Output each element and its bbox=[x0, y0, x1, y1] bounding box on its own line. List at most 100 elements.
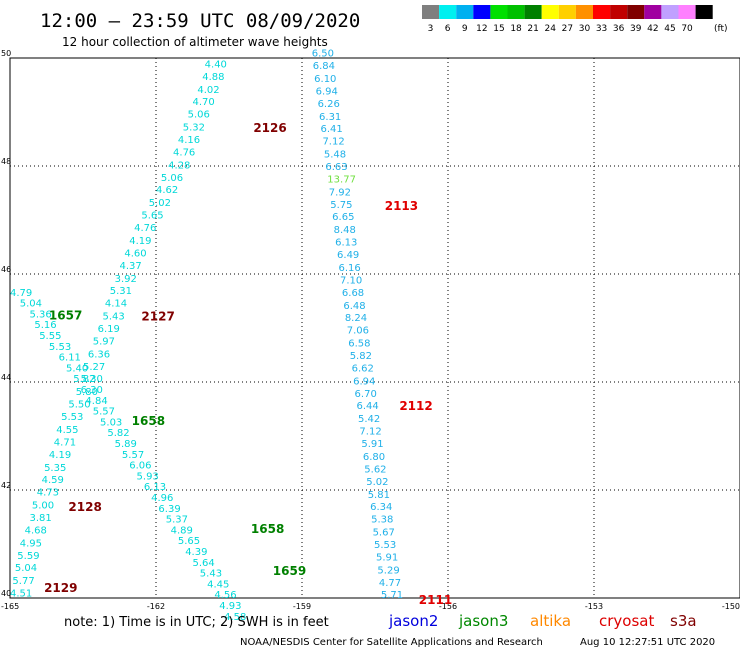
data-point: 5.67 bbox=[373, 528, 395, 539]
data-point: 6.19 bbox=[98, 324, 120, 335]
data-point: 4.68 bbox=[25, 525, 47, 536]
data-point: 4.37 bbox=[120, 261, 142, 272]
data-point: 6.80 bbox=[363, 452, 385, 463]
pass-label: 1657 bbox=[49, 309, 82, 323]
data-point: 5.06 bbox=[188, 110, 210, 121]
data-point: 5.65 bbox=[141, 211, 163, 222]
data-point: 6.34 bbox=[370, 502, 392, 513]
y-tick-label: 48 bbox=[1, 157, 11, 166]
x-tick-label: -165 bbox=[1, 602, 19, 611]
legend-unit: (ft) bbox=[714, 24, 728, 34]
data-point: 5.53 bbox=[49, 342, 71, 353]
data-point: 4.93 bbox=[219, 601, 241, 612]
data-point: 4.73 bbox=[37, 488, 59, 499]
x-tick-labels: -165 -162 -159 -156 -153 -150 bbox=[1, 602, 740, 611]
data-point: 6.41 bbox=[320, 124, 342, 135]
data-point: 5.40 bbox=[66, 363, 88, 374]
data-point: 5.59 bbox=[17, 551, 39, 562]
legend-label: 42 bbox=[647, 24, 658, 34]
data-point: 4.88 bbox=[202, 72, 224, 83]
legend-label: 39 bbox=[630, 24, 642, 34]
data-point: 5.80 bbox=[76, 387, 98, 398]
pass-label: 2112 bbox=[399, 399, 432, 413]
data-point: 7.06 bbox=[347, 326, 369, 337]
legend-swatch bbox=[507, 5, 525, 19]
legend-label: 27 bbox=[562, 24, 573, 34]
data-point: 8.48 bbox=[334, 225, 356, 236]
data-point: 3.92 bbox=[115, 274, 137, 285]
data-point: 4.19 bbox=[49, 450, 71, 461]
data-point: 6.26 bbox=[318, 99, 340, 110]
x-tick-label: -159 bbox=[293, 602, 311, 611]
data-point: 5.04 bbox=[15, 563, 37, 574]
data-point: 5.16 bbox=[34, 320, 56, 331]
data-point: 4.14 bbox=[105, 299, 127, 310]
data-point: 6.58 bbox=[348, 339, 370, 350]
data-point: 5.38 bbox=[371, 515, 393, 526]
pass-label: 2129 bbox=[44, 581, 77, 595]
data-point: 7.92 bbox=[329, 187, 351, 198]
satellite-name: altika bbox=[530, 612, 571, 630]
pass-label: 2128 bbox=[68, 500, 101, 514]
y-tick-label: 40 bbox=[1, 589, 11, 598]
y-tick-label: 46 bbox=[1, 265, 11, 274]
pass-label: 1658 bbox=[132, 414, 165, 428]
data-point: 5.64 bbox=[193, 558, 215, 569]
x-tick-label: -150 bbox=[722, 602, 740, 611]
legend-swatch bbox=[661, 5, 679, 19]
data-point: 5.91 bbox=[376, 552, 398, 563]
data-point: 4.76 bbox=[134, 223, 156, 234]
legend-label: 45 bbox=[664, 24, 675, 34]
chart-subtitle: 12 hour collection of altimeter wave hei… bbox=[62, 35, 328, 49]
color-legend: 3 6 9 12 15 18 21 24 27 30 33 36 39 42 45 70 bbox=[422, 5, 713, 34]
data-point: 5.32 bbox=[183, 123, 205, 134]
data-point: 6.50 bbox=[312, 49, 334, 60]
x-tick-label: -156 bbox=[439, 602, 457, 611]
data-point: 5.43 bbox=[102, 312, 124, 323]
y-tick-label: 44 bbox=[1, 373, 11, 382]
data-point: 4.84 bbox=[85, 396, 107, 407]
data-point: 4.76 bbox=[173, 147, 195, 158]
legend-swatch bbox=[558, 5, 576, 19]
data-point: 6.36 bbox=[88, 349, 110, 360]
data-point: 6.48 bbox=[343, 301, 365, 312]
data-point: 5.37 bbox=[166, 515, 188, 526]
data-point: 8.24 bbox=[345, 313, 367, 324]
data-point: 5.62 bbox=[364, 464, 386, 475]
legend-label: 30 bbox=[579, 24, 591, 34]
data-point: 5.91 bbox=[361, 439, 383, 450]
data-point: 5.02 bbox=[149, 198, 171, 209]
data-point: 6.63 bbox=[325, 162, 347, 173]
data-point: 6.31 bbox=[319, 112, 341, 123]
legend-swatch bbox=[575, 5, 593, 19]
data-point: 6.10 bbox=[314, 74, 336, 85]
legend-swatch bbox=[644, 5, 662, 19]
data-point: 4.55 bbox=[56, 425, 78, 436]
legend-label: 6 bbox=[445, 24, 451, 34]
data-point: 4.28 bbox=[168, 160, 190, 171]
y-tick-label: 50 bbox=[1, 49, 11, 58]
data-point: 5.82 bbox=[350, 351, 372, 362]
data-point: 6.11 bbox=[59, 353, 81, 364]
data-point: 5.36 bbox=[29, 309, 51, 320]
data-point: 4.51 bbox=[10, 589, 32, 600]
chart-title: 12:00 – 23:59 UTC 08/09/2020 bbox=[40, 10, 360, 32]
data-point: 5.43 bbox=[200, 569, 222, 580]
data-point: 6.94 bbox=[316, 86, 338, 97]
legend-swatch bbox=[678, 5, 696, 19]
y-tick-labels: 40 42 44 46 48 50 bbox=[1, 49, 11, 598]
data-point: 5.35 bbox=[44, 463, 66, 474]
data-point: 5.27 bbox=[83, 362, 105, 373]
data-point: 7.12 bbox=[359, 427, 381, 438]
data-point: 4.58 bbox=[224, 612, 246, 623]
data-point: 4.70 bbox=[193, 97, 215, 108]
satellite-name: jason3 bbox=[458, 612, 508, 630]
legend-label: 15 bbox=[493, 24, 504, 34]
data-point: 6.65 bbox=[332, 212, 354, 223]
satellite-name: s3a bbox=[670, 612, 697, 630]
data-point: 5.48 bbox=[324, 150, 346, 161]
data-point: 5.03 bbox=[100, 417, 122, 428]
data-point: 5.53 bbox=[374, 540, 396, 551]
data-point: 6.13 bbox=[144, 482, 166, 493]
satellite-name: jason2 bbox=[388, 612, 438, 630]
